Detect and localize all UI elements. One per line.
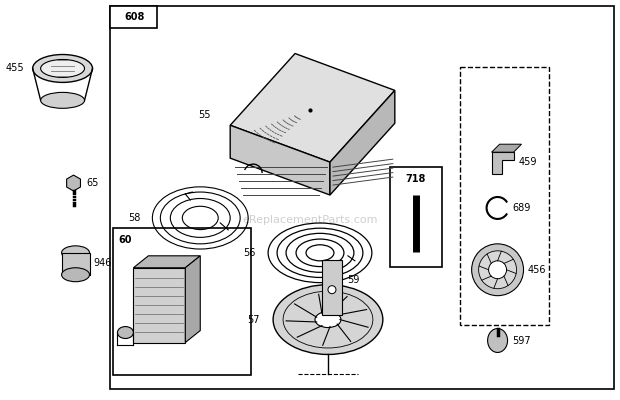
Text: 59: 59 xyxy=(347,275,360,285)
Text: 55: 55 xyxy=(198,110,210,120)
Polygon shape xyxy=(230,54,395,162)
Text: eReplacementParts.com: eReplacementParts.com xyxy=(242,215,378,225)
Text: 608: 608 xyxy=(124,12,144,22)
Ellipse shape xyxy=(61,246,89,260)
Ellipse shape xyxy=(315,312,341,328)
Ellipse shape xyxy=(41,92,84,108)
Ellipse shape xyxy=(283,291,373,348)
Bar xyxy=(322,260,342,315)
Polygon shape xyxy=(133,256,200,268)
Text: 65: 65 xyxy=(87,178,99,188)
Text: 455: 455 xyxy=(6,64,25,74)
Ellipse shape xyxy=(41,60,84,78)
Polygon shape xyxy=(230,125,330,195)
Text: 60: 60 xyxy=(118,235,132,245)
Text: 57: 57 xyxy=(247,314,260,324)
Text: 946: 946 xyxy=(94,258,112,268)
Bar xyxy=(113,228,251,375)
Bar xyxy=(133,268,185,342)
Ellipse shape xyxy=(487,328,508,352)
Text: 456: 456 xyxy=(528,265,546,275)
Bar xyxy=(390,167,441,267)
Bar xyxy=(459,68,549,324)
Bar xyxy=(110,6,157,28)
Ellipse shape xyxy=(479,251,516,289)
Polygon shape xyxy=(330,90,395,195)
Ellipse shape xyxy=(472,244,523,296)
Ellipse shape xyxy=(33,54,92,82)
Ellipse shape xyxy=(489,261,507,279)
Polygon shape xyxy=(185,256,200,342)
Text: 689: 689 xyxy=(513,203,531,213)
Text: 597: 597 xyxy=(513,336,531,346)
Text: 718: 718 xyxy=(405,174,426,184)
Polygon shape xyxy=(66,175,81,191)
Ellipse shape xyxy=(61,268,89,282)
Ellipse shape xyxy=(328,286,336,294)
Ellipse shape xyxy=(117,326,133,338)
Text: 56: 56 xyxy=(243,248,255,258)
Text: 459: 459 xyxy=(518,157,537,167)
Bar xyxy=(110,6,614,389)
Bar xyxy=(61,253,89,275)
Text: 58: 58 xyxy=(128,213,140,223)
Polygon shape xyxy=(492,144,521,152)
Polygon shape xyxy=(492,152,513,174)
Ellipse shape xyxy=(273,285,383,354)
